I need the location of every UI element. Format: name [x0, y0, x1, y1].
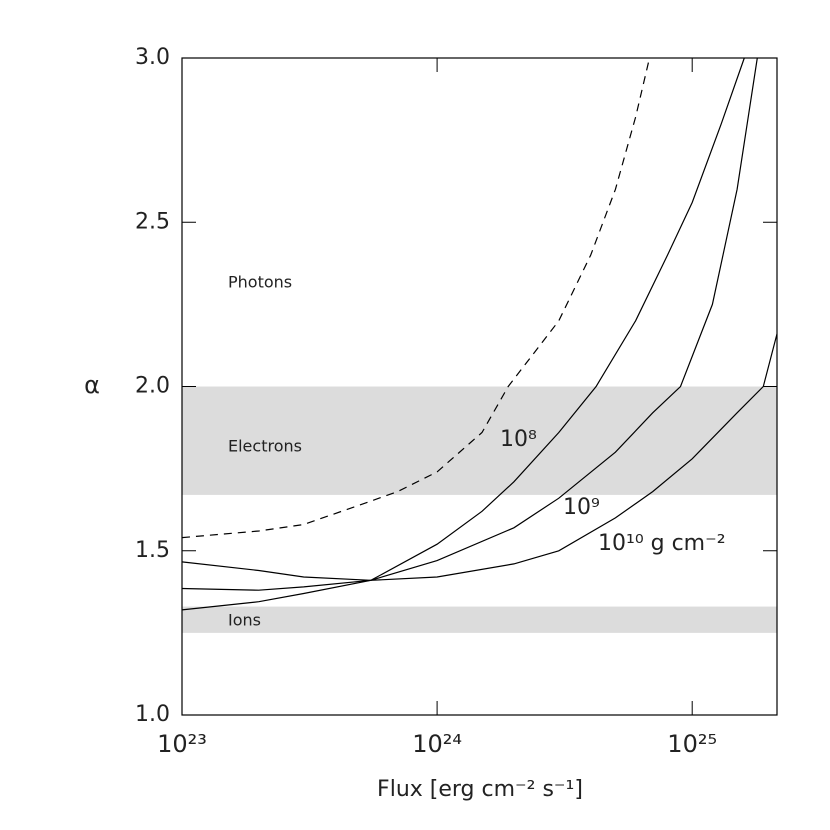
y-tick-label: 3.0 — [135, 45, 170, 70]
band — [182, 606, 777, 633]
x-axis-label: Flux [erg cm⁻² s⁻¹] — [377, 777, 583, 802]
line — [181, 57, 745, 611]
x-tick-label: 10²⁵ — [667, 730, 717, 758]
band-label: Electrons — [228, 437, 302, 456]
x-tick-label: 10²³ — [157, 730, 207, 758]
y-tick-label: 1.0 — [135, 702, 170, 727]
y-tick-label: 2.5 — [135, 209, 170, 234]
line — [181, 333, 778, 581]
band-label: Ions — [228, 611, 261, 630]
y-tick-label: 2.0 — [135, 374, 170, 399]
series-label: 10⁸ — [500, 427, 537, 452]
line — [181, 57, 758, 591]
line — [181, 57, 651, 539]
y-tick-label: 1.5 — [135, 538, 170, 563]
series-label: 10⁹ — [563, 495, 600, 520]
y-axis-label: α — [84, 371, 100, 399]
annotation: Photons — [228, 273, 292, 292]
series-label: 10¹⁰ g cm⁻² — [598, 531, 726, 556]
band — [182, 386, 777, 495]
x-tick-label: 10²⁴ — [412, 730, 462, 758]
